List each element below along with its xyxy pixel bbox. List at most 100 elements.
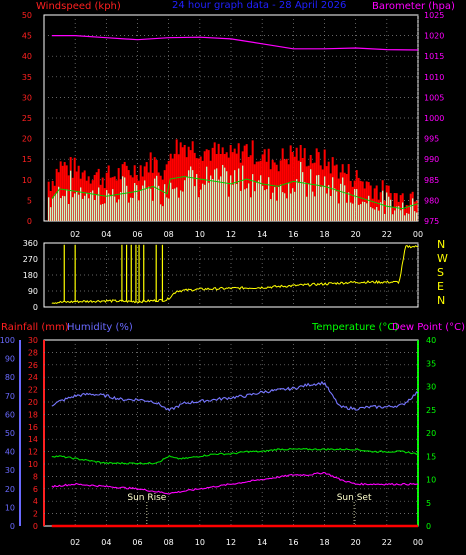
direction-tick-label: 270 [23,255,38,264]
x-tick-label: 20 [351,230,361,239]
x-tick-label: 04 [101,230,111,239]
barometer-tick-label: 1025 [424,11,444,20]
x-tick-label: 02 [70,230,80,239]
chart-title: 24 hour graph data - 28 April 2026 [172,0,346,11]
temperature-axis-title: Temperature (°C) [311,322,398,333]
temperature-tick-label: 20 [426,429,436,438]
barometer-tick-label: 1020 [424,32,444,41]
humidity-tick-label: 10 [5,503,15,512]
rainfall-tick-label: 24 [28,373,38,382]
rainfall-axis-title: Rainfall (mm) [1,322,69,333]
rainfall-tick-label: 16 [28,423,38,432]
x-tick-label: 12 [226,230,236,239]
windspeed-tick-label: 30 [22,93,32,102]
x-tick-label: 18 [319,538,329,547]
rainfall-tick-label: 22 [28,386,38,395]
windspeed-tick-label: 45 [22,32,32,41]
humidity-tick-label: 60 [5,410,15,419]
windspeed-tick-label: 40 [22,52,32,61]
compass-letter: S [437,266,444,279]
barometer-tick-label: 980 [424,196,439,205]
humidity-line [51,380,419,412]
rainfall-tick-label: 28 [28,348,38,357]
x-tick-label: 06 [132,538,142,547]
windspeed-tick-label: 15 [22,155,32,164]
temperature-tick-label: 15 [426,452,436,461]
dewpoint-axis-title: Dew Point (°C) [392,322,465,333]
barometer-tick-label: 985 [424,176,439,185]
humidity-tick-label: 80 [5,373,15,382]
rainfall-tick-label: 14 [28,435,38,444]
humidity-tick-label: 90 [5,355,15,364]
barometer-tick-label: 1000 [424,114,444,123]
windspeed-axis-title: Windspeed (kph) [36,1,121,12]
humidity-tick-label: 30 [5,466,15,475]
temperature-tick-label: 35 [426,359,436,368]
wind-direction-line [51,244,419,304]
direction-tick-label: 360 [23,239,38,248]
x-tick-label: 02 [70,538,80,547]
x-tick-label: 16 [288,230,298,239]
x-tick-label: 20 [351,538,361,547]
x-tick-label: 18 [319,230,329,239]
rainfall-tick-label: 30 [28,336,38,345]
temperature-tick-label: 30 [426,383,436,392]
barometer-tick-label: 975 [424,217,439,226]
barometer-line [51,35,419,51]
x-tick-label: 10 [195,230,205,239]
temperature-tick-label: 40 [426,336,436,345]
sunset-label: Sun Set [337,493,372,503]
barometer-tick-label: 1005 [424,93,444,102]
windspeed-average-line [51,175,419,210]
direction-tick-label: 0 [33,303,38,312]
rainfall-tick-label: 2 [33,510,38,519]
rainfall-tick-label: 12 [28,448,38,457]
x-tick-label: 08 [164,538,174,547]
humidity-tick-label: 40 [5,448,15,457]
x-tick-label: 10 [195,538,205,547]
compass-letter: E [437,280,444,293]
x-tick-label: 06 [132,230,142,239]
barometer-axis-title: Barometer (hpa) [372,1,455,12]
rainfall-tick-label: 0 [33,522,38,531]
rainfall-tick-label: 6 [33,485,38,494]
direction-tick-label: 180 [23,271,38,280]
x-tick-label: 12 [226,538,236,547]
windspeed-tick-label: 10 [22,176,32,185]
compass-letter: N [437,294,445,307]
rainfall-tick-label: 26 [28,361,38,370]
rainfall-tick-label: 20 [28,398,38,407]
x-tick-label: 00 [413,230,423,239]
x-tick-label: 00 [413,538,423,547]
humidity-tick-label: 70 [5,392,15,401]
temperature-tick-label: 5 [426,499,431,508]
windspeed-tick-label: 0 [27,217,32,226]
temperature-tick-label: 10 [426,476,436,485]
rainfall-tick-label: 8 [33,472,38,481]
sunrise-label: Sun Rise [127,493,166,503]
humidity-tick-label: 100 [0,336,15,345]
humidity-tick-label: 50 [5,429,15,438]
direction-tick-label: 90 [28,287,38,296]
humidity-axis-title: Humidity (%) [67,322,133,333]
humidity-tick-label: 0 [10,522,15,531]
barometer-tick-label: 1015 [424,52,444,61]
barometer-tick-label: 990 [424,155,439,164]
windspeed-tick-label: 20 [22,135,32,144]
x-tick-label: 08 [164,230,174,239]
windspeed-tick-label: 35 [22,73,32,82]
wind-direction-panel: 0 90 180 270 360 [23,239,419,312]
temperature-line [51,447,419,465]
x-tick-label: 22 [382,538,392,547]
compass-letter: N [437,238,445,251]
windspeed-tick-label: 50 [22,11,32,20]
barometer-tick-label: 995 [424,135,439,144]
x-tick-label: 14 [257,538,267,547]
compass-letter: W [437,252,448,265]
x-tick-label: 04 [101,538,111,547]
x-tick-label: 22 [382,230,392,239]
humidity-temperature-panel: 0102030405060708090100024681012141618202… [0,336,436,547]
